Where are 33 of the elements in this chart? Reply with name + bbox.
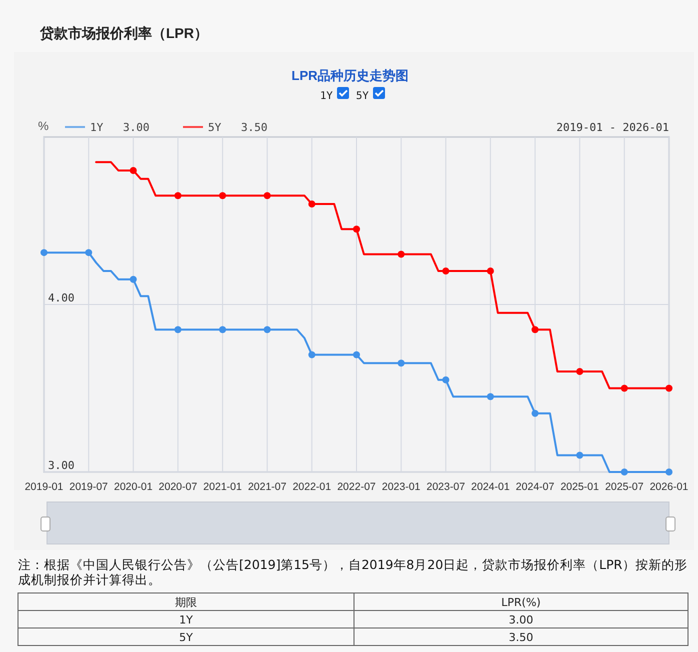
- text: 5Y: [179, 631, 194, 644]
- text: 1Y: [320, 90, 333, 102]
- x-tick-label: 2022-07: [337, 481, 376, 493]
- x-tick-label: 2023-07: [426, 481, 466, 493]
- x-tick-label: 2025-07: [605, 481, 644, 493]
- text: 1Y: [179, 614, 194, 626]
- y-axis-title: %: [38, 119, 49, 133]
- y-tick-label: 4.00: [48, 292, 74, 304]
- x-tick-label: 2020-01: [114, 481, 153, 493]
- x-tick-label: 2024-01: [471, 481, 510, 493]
- chart-title: 贷款市场报价利率（LPR）: [39, 25, 208, 41]
- x-tick-label: 2022-01: [292, 481, 332, 493]
- x-tick-label: 2024-07: [516, 481, 554, 493]
- chart-subtitle: LPR品种历史走势图: [292, 68, 408, 83]
- text: 3.00: [508, 614, 534, 626]
- legend-label: 5Y: [208, 121, 222, 134]
- text: 3.00: [123, 121, 150, 134]
- x-tick-label: 2019-01: [24, 481, 64, 493]
- text: LPR(%): [501, 596, 541, 609]
- text: 期限: [175, 596, 197, 609]
- x-tick-label: 2021-01: [203, 481, 242, 493]
- x-tick-label: 2021-07: [248, 481, 287, 493]
- text: 5Y: [356, 90, 369, 102]
- x-tick-label: 2023-01: [382, 481, 421, 493]
- text: 3.50: [508, 631, 534, 644]
- x-tick-label: 2026-01: [650, 481, 688, 493]
- legend-label: 1Y: [90, 121, 104, 134]
- x-tick-label: 2020-07: [158, 481, 198, 493]
- x-tick-label: 2019-07: [69, 481, 108, 493]
- x-tick-label: 2025-01: [560, 481, 600, 493]
- text: 注：根据《中国人民银行公告》（公告[2019]第15号），自2019年8月20日起，贷款市场报价利率（LPR）按新的形成机制报价并计算得出。: [18, 557, 688, 587]
- text: 3.50: [241, 121, 268, 134]
- text: 2019-01 - 2026-01: [556, 121, 669, 134]
